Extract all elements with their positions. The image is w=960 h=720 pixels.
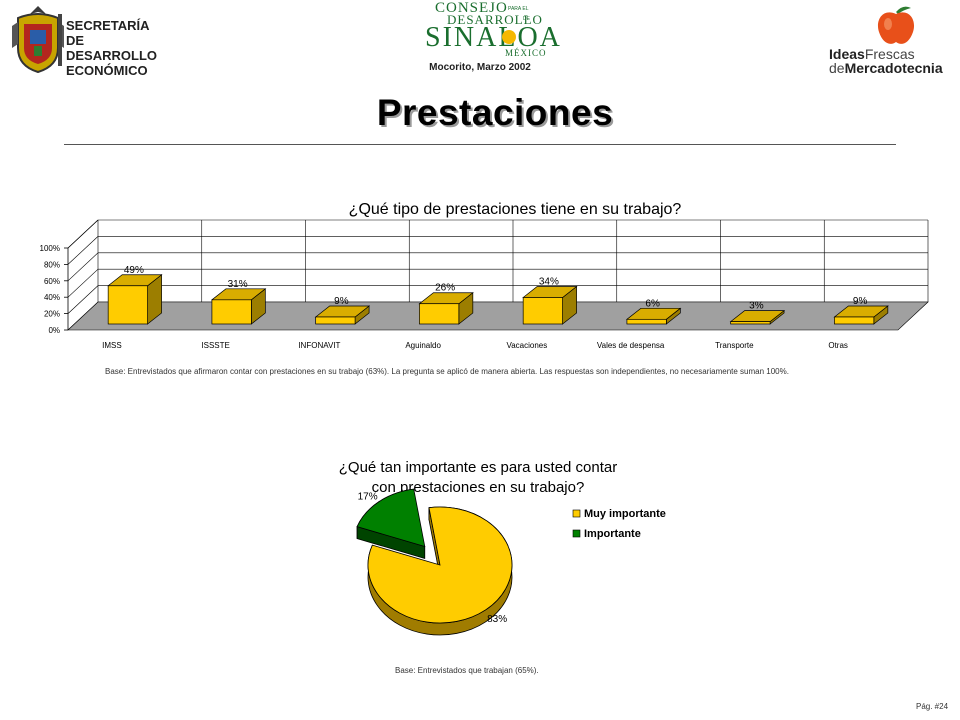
bar-value-label: 26% — [435, 283, 455, 294]
bar-chart-title: ¿Qué tipo de prestaciones tiene en su tr… — [349, 201, 682, 218]
bar — [211, 299, 252, 325]
pie-legend-swatch — [572, 509, 581, 518]
bar-value-label: 34% — [539, 276, 559, 287]
brand-mercadotecnia: Mercadotecnia — [844, 60, 943, 76]
brand-de: de — [829, 60, 845, 76]
page-number: Pág. #24 — [916, 702, 949, 711]
sun-icon — [502, 30, 516, 44]
bar-category-label: Vales de despensa — [597, 341, 665, 350]
pie-chart: ¿Qué tan importante es para usted contar… — [339, 459, 666, 636]
location-date: Mocorito, Marzo 2002 — [429, 62, 531, 73]
bar-y-tick-label: 20% — [44, 310, 60, 319]
coat-of-arms-icon — [12, 6, 64, 74]
bar-grid-top-edge — [67, 219, 99, 249]
bar-grid-side-line — [67, 252, 99, 282]
bar — [626, 318, 667, 325]
sinaloa-word: SINALOA — [425, 22, 562, 53]
bar — [315, 316, 356, 325]
pie-chart-slices: 83% 17% — [356, 488, 513, 636]
pie-slice — [356, 488, 426, 548]
bar-category-label: INFONAVIT — [298, 341, 340, 350]
bar-chart: ¿Qué tipo de prestaciones tiene en su tr… — [40, 201, 929, 350]
consejo-small-2: DE — [523, 16, 530, 22]
bar-y-tick-label: 40% — [44, 293, 60, 302]
pie-legend-label: Importante — [584, 528, 641, 540]
bar — [730, 321, 771, 325]
pie-legend-swatch — [572, 529, 581, 538]
bar-value-label: 31% — [228, 279, 248, 290]
secretaria-line-2: DE DESARROLLO — [66, 33, 157, 63]
bar-y-tick-label: 0% — [48, 326, 60, 335]
bar-chart-y-axis: 0% 20% 40% 60% 80% 100% — [40, 244, 69, 335]
secretaria-line-3: ECONÓMICO — [66, 63, 148, 78]
title-divider — [64, 144, 896, 145]
pie-title-line: con prestaciones en su trabajo? — [372, 479, 585, 496]
brand-ideas: Ideas — [829, 46, 865, 62]
bar-value-label: 9% — [334, 296, 349, 307]
bar-value-label: 6% — [645, 298, 660, 309]
bar-value-label: 9% — [853, 296, 868, 307]
bar-category-label: Otras — [828, 341, 848, 350]
pie-chart-footnote: Base: Entrevistados que trabajan (65%). — [395, 666, 539, 675]
pie-legend-label: Muy importante — [584, 508, 666, 520]
bar — [834, 316, 875, 325]
apple-icon — [877, 6, 915, 44]
consejo-logo: CONSEJO PARA EL DESARROLLO DE SINALOA MÉ… — [405, 0, 560, 76]
bar — [419, 303, 460, 325]
ideas-frescas-logo: IdeasFrescas deMercadotecnia — [825, 2, 957, 76]
bar-chart-grid — [67, 219, 929, 331]
bar-category-label: ISSSTE — [201, 341, 229, 350]
pie-chart-legend: Muy importante Importante — [572, 508, 666, 540]
secretaria-logo: SECRETARÍA DE DESARROLLO ECONÓMICO — [8, 4, 178, 78]
bar-y-tick-label: 60% — [44, 277, 60, 286]
bar-y-tick-label: 80% — [44, 260, 60, 269]
consejo-word: CONSEJO — [435, 0, 508, 16]
bar-grid-side-line — [67, 285, 99, 314]
secretaria-line-1: SECRETARÍA — [66, 18, 150, 33]
bar-chart-bars: 49% 31% 9% 26% 34% 6% 3% 9% — [107, 265, 889, 325]
bar-category-label: Vacaciones — [506, 341, 547, 350]
pie-title-line: ¿Qué tan importante es para usted contar — [339, 459, 618, 476]
bar — [522, 297, 563, 325]
desarrollo-word: DESARROLLO — [447, 12, 543, 27]
bar-category-label: Transporte — [715, 341, 754, 350]
bar-category-label: Aguinaldo — [405, 341, 441, 350]
bar-chart-footnote: Base: Entrevistados que afirmaron contar… — [105, 367, 789, 376]
bar-value-label: 49% — [124, 265, 144, 276]
bar-chart-x-axis: IMSS ISSSTE INFONAVIT Aguinaldo Vacaciones Va… — [102, 341, 848, 350]
page-title: Prestaciones — [376, 92, 614, 133]
bar-grid-side-line — [67, 268, 99, 298]
consejo-small-1: PARA EL — [508, 6, 529, 12]
bar-chart-floor — [67, 301, 929, 331]
bar-category-label: IMSS — [102, 341, 122, 350]
pie-chart-title: ¿Qué tan importante es para usted contar… — [339, 459, 618, 496]
pie-value-label: 17% — [358, 491, 378, 502]
pie-slice — [367, 506, 513, 624]
brand-frescas: Frescas — [864, 46, 915, 62]
bar — [107, 285, 148, 325]
pie-value-label: 83% — [487, 614, 507, 625]
mexico-word: MÉXICO — [505, 48, 547, 58]
bar-grid-side-line — [67, 236, 99, 265]
bar-value-label: 3% — [749, 301, 764, 312]
bar-y-tick-label: 100% — [40, 244, 60, 253]
